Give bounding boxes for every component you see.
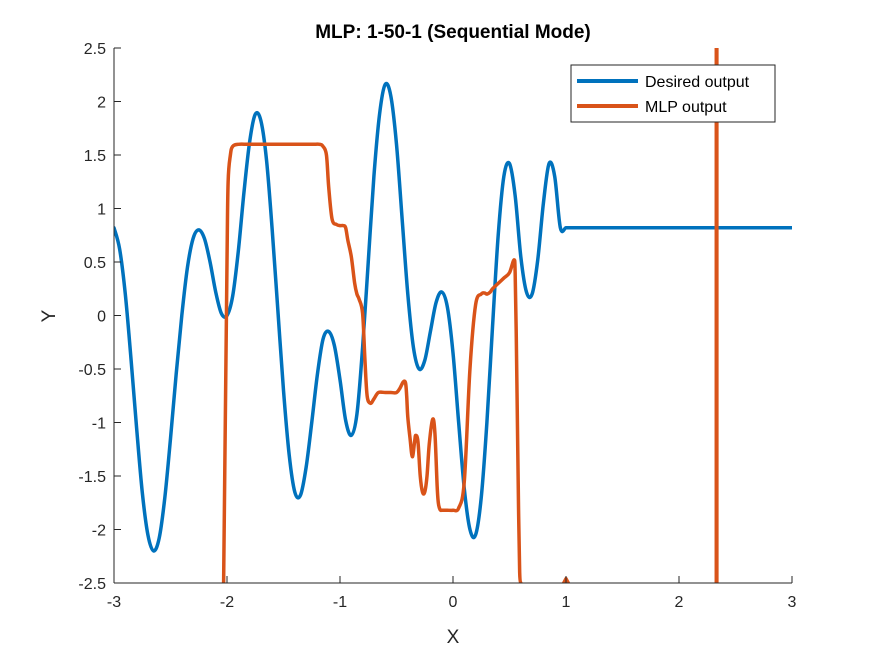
series-line-mlp-output-segment-3 <box>714 48 719 583</box>
legend-label-mlp-output: MLP output <box>645 99 727 116</box>
x-tick-label: 2 <box>675 594 684 611</box>
y-tick-label: 2 <box>97 95 106 112</box>
x-tick-label: 1 <box>562 594 571 611</box>
y-tick-label: 1.5 <box>84 148 106 165</box>
x-axis-label: X <box>447 627 460 648</box>
chart-title: MLP: 1-50-1 (Sequential Mode) <box>315 22 591 43</box>
legend: Desired output MLP output <box>570 64 776 123</box>
legend-label-desired-output: Desired output <box>645 74 750 91</box>
y-tick-label: -1.5 <box>78 469 106 486</box>
series-line-mlp-output <box>221 142 523 583</box>
y-tick-label: -2.5 <box>78 576 106 593</box>
x-tick-label: 3 <box>788 594 797 611</box>
x-tick-label: 0 <box>449 594 458 611</box>
y-tick-label: -1 <box>92 416 106 433</box>
y-tick-label: -0.5 <box>78 362 106 379</box>
y-tick-label: 1 <box>97 202 106 219</box>
y-axis-label: Y <box>39 309 60 322</box>
legend-box <box>570 64 776 123</box>
y-tick-label: 2.5 <box>84 41 106 58</box>
y-tick-label: 0.5 <box>84 255 106 272</box>
y-tick-label: -2 <box>92 523 106 540</box>
y-tick-label: 0 <box>97 309 106 326</box>
x-tick-label: -2 <box>220 594 234 611</box>
ticks: -3 -2 -1 0 1 2 3 -2.5 -2 -1.5 -1 -0.5 0 0.5 1 1.5 2 2.5 <box>78 41 796 611</box>
x-tick-label: -3 <box>107 594 121 611</box>
series-layer <box>114 48 792 583</box>
plot-area <box>114 48 792 583</box>
x-tick-label: -1 <box>333 594 347 611</box>
